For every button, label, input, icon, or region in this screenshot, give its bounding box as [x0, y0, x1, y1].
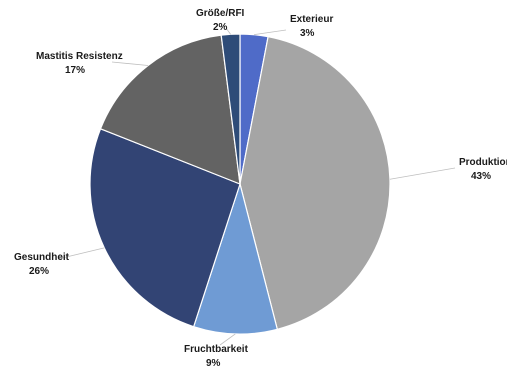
- slice-label-mastitis-value: 17%: [65, 65, 85, 76]
- leader-line-5: [225, 27, 231, 35]
- pie-slice-größe-rfi: [220, 33, 241, 185]
- slice-label-gesundheit-value: 26%: [29, 266, 49, 277]
- leader-line-4: [111, 61, 149, 66]
- slice-labels: Exterieur 3% Produktion 43% Fruchtbarkei…: [14, 8, 507, 369]
- leader-line-0: [254, 29, 287, 36]
- slice-label-groesse-value: 2%: [213, 22, 228, 33]
- pie-slice-gesundheit: [89, 128, 241, 328]
- pie-slice-produktion: [239, 35, 391, 331]
- slice-label-exterieur-name: Exterieur: [290, 14, 333, 25]
- slice-label-gesundheit-name: Gesundheit: [14, 252, 70, 263]
- slice-label-mastitis-name: Mastitis Resistenz: [36, 51, 123, 62]
- slice-label-fruchtbarkeit-value: 9%: [206, 358, 221, 369]
- pie-slice-mastitis-resistenz: [99, 34, 241, 185]
- pie-slices: [89, 33, 391, 335]
- leader-line-2: [219, 333, 236, 346]
- pie-slice-fruchtbarkeit: [192, 181, 279, 335]
- slice-label-produktion-name: Produktion: [459, 157, 507, 168]
- slice-label-exterieur-value: 3%: [300, 28, 315, 39]
- leader-line-1: [389, 167, 456, 180]
- slice-label-produktion-value: 43%: [471, 171, 491, 182]
- slice-label-fruchtbarkeit-name: Fruchtbarkeit: [184, 344, 249, 355]
- leader-line-3: [57, 247, 105, 260]
- leader-lines: [57, 27, 456, 346]
- slice-label-groesse-name: Größe/RFI: [196, 8, 245, 19]
